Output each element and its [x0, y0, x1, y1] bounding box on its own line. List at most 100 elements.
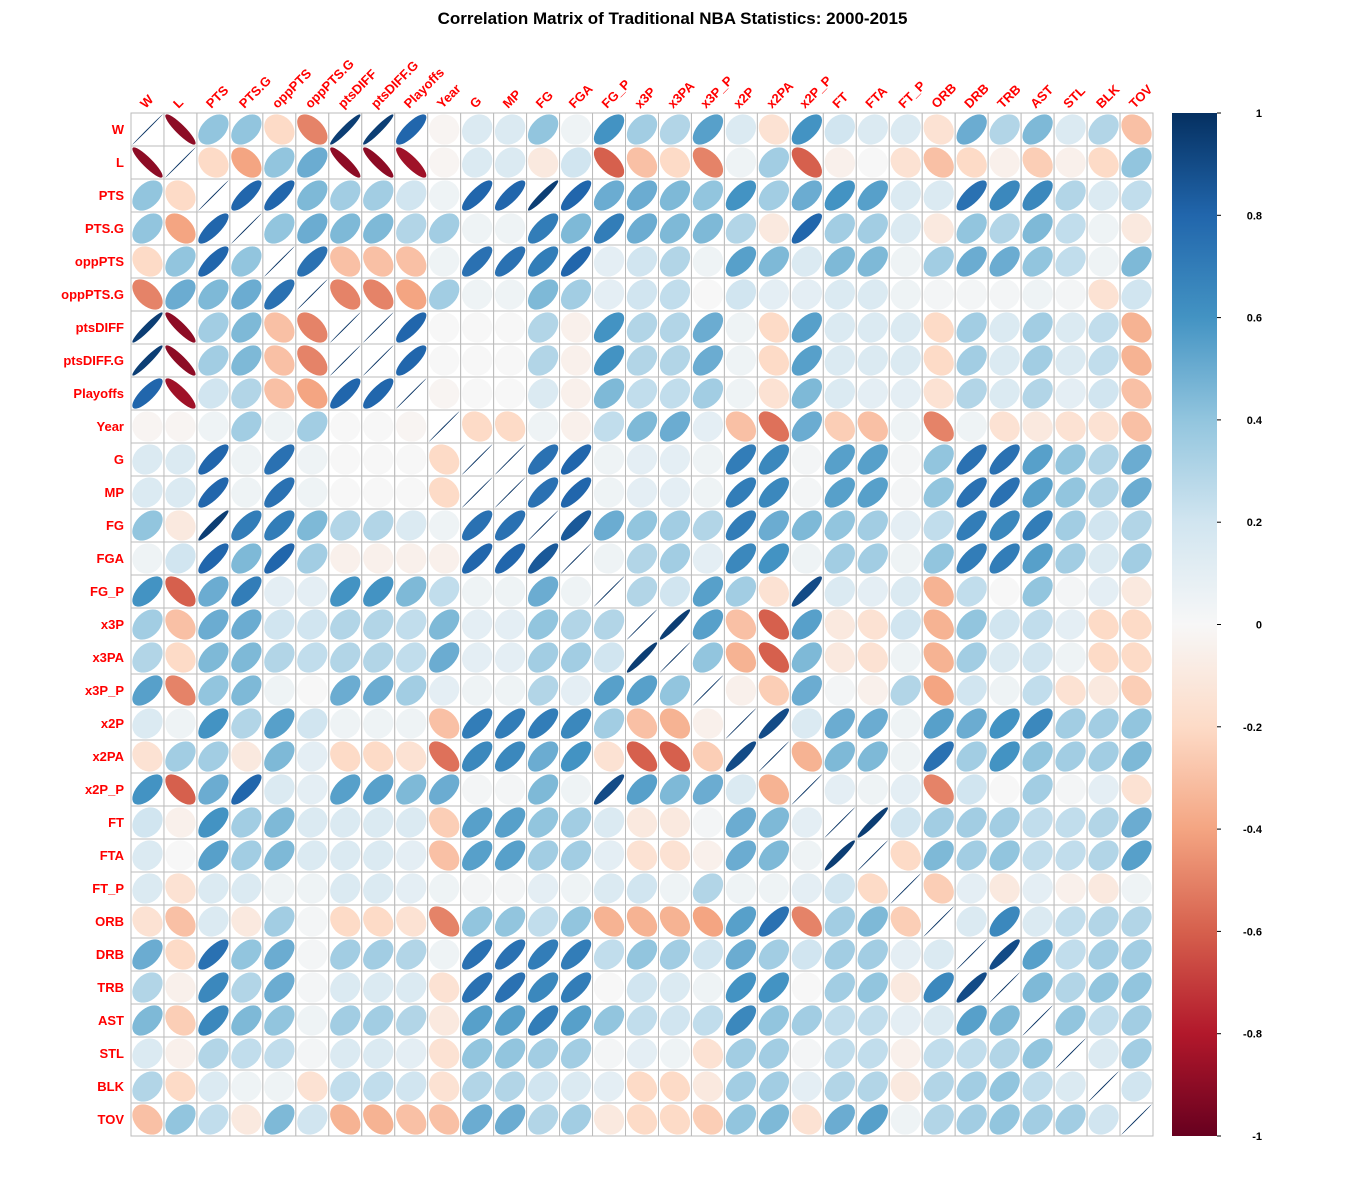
ellipse-FTA-W: [132, 840, 163, 871]
cell-x2P-oppPTS.G: [295, 706, 330, 741]
cell-BLK-FT_P: [888, 1069, 923, 1104]
ellipse-TRB-x3P: [626, 972, 658, 1003]
ellipse-PTS.G-L: [165, 213, 196, 244]
ellipse-ptsDIFF-PTS: [198, 312, 229, 343]
ellipse-x2P-x2PA: [758, 708, 790, 739]
ellipse-x2P-x3P_P: [692, 708, 724, 739]
ellipse-x3PA-PTS.G: [231, 642, 262, 673]
cell-L-oppPTS: [262, 145, 297, 180]
ellipse-x3P-x2P_P: [791, 609, 823, 640]
cell-x2P_P-W: [130, 772, 165, 807]
ellipse-STL-MP: [494, 1038, 526, 1069]
ellipse-STL-ORB: [923, 1038, 954, 1069]
ellipse-FGA-FGA: [560, 543, 592, 574]
cell-TOV-oppPTS: [262, 1102, 297, 1137]
cell-FT-MP: [493, 805, 528, 840]
ellipse-W-x2P_P: [791, 114, 823, 145]
cell-x3P_P-G: [460, 673, 495, 708]
ellipse-Playoffs-ORB: [923, 378, 954, 409]
cell-TRB-MP: [493, 970, 528, 1005]
ellipse-FT_P-PTS.G: [231, 873, 262, 904]
ellipse-FG_P-x2PA: [758, 576, 790, 607]
cell-PTS.G-FTA: [855, 211, 890, 246]
ellipse-BLK-FGA: [560, 1071, 592, 1102]
cell-ORB-ORB: [921, 904, 956, 939]
ellipse-ptsDIFF.G-x3PA: [659, 345, 691, 376]
ellipse-ORB-ptsDIFF.G: [363, 906, 394, 937]
cell-x2P_P-BLK: [1086, 772, 1121, 807]
ellipse-FTA-oppPTS: [264, 840, 295, 871]
cell-oppPTS-x2PA: [756, 244, 791, 279]
cell-oppPTS.G-Year: [427, 277, 462, 312]
ellipse-Year-FG: [527, 411, 559, 442]
cell-FG-FT: [822, 508, 857, 543]
ellipse-x2P-FT: [824, 708, 855, 739]
ellipse-G-x3P_P: [692, 444, 724, 475]
cell-x2P-L: [163, 706, 198, 741]
cell-PTS.G-MP: [493, 211, 528, 246]
cell-oppPTS.G-AST: [1020, 277, 1055, 312]
ellipse-W-FT_P: [890, 114, 921, 145]
ellipse-x2P_P-x2PA: [758, 774, 790, 805]
cell-L-ptsDIFF.G: [361, 145, 396, 180]
ellipse-BLK-AST: [1022, 1071, 1053, 1102]
cell-Year-oppPTS: [262, 409, 297, 444]
ellipse-STL-W: [132, 1038, 163, 1069]
col-label-x3P_P: x3P_P: [697, 73, 735, 111]
ellipse-PTS-STL: [1055, 180, 1086, 211]
cell-TRB-FG: [526, 970, 561, 1005]
cell-TOV-PTS.G: [229, 1102, 264, 1137]
cell-DRB-x3PA: [657, 937, 692, 972]
cell-W-x3P: [625, 112, 659, 147]
ellipse-Year-FG_P: [593, 411, 625, 442]
cell-x2P_P-PTS.G: [229, 772, 264, 807]
cell-oppPTS-STL: [1053, 244, 1088, 279]
cell-G-FG: [526, 442, 561, 477]
ellipse-MP-x3P: [626, 477, 658, 508]
cell-Playoffs-x3PA: [657, 376, 692, 411]
ellipse-MP-oppPTS.G: [297, 477, 328, 508]
ellipse-STL-G: [461, 1038, 493, 1069]
cell-ptsDIFF-MP: [493, 310, 528, 345]
ellipse-x2P_P-FT_P: [890, 774, 921, 805]
ellipse-FGA-TRB: [989, 543, 1020, 574]
cell-DRB-MP: [493, 937, 528, 972]
ellipse-DRB-x2P: [725, 939, 757, 970]
ellipse-x2P_P-STL: [1055, 774, 1086, 805]
ellipse-FTA-ptsDIFF: [330, 840, 361, 871]
cell-FT-AST: [1020, 805, 1055, 840]
ellipse-TRB-FGA: [560, 972, 592, 1003]
ellipse-ptsDIFF-FG: [527, 312, 559, 343]
cell-FTA-W: [130, 838, 165, 873]
cell-TRB-oppPTS: [262, 970, 297, 1005]
cell-Year-PTS: [196, 409, 231, 444]
ellipse-AST-x3PA: [659, 1005, 691, 1036]
row-label-FG_P: FG_P: [90, 584, 124, 599]
ellipse-BLK-x2P_P: [791, 1071, 823, 1102]
ellipse-ptsDIFF.G-x3P: [626, 345, 658, 376]
ellipse-FTA-AST: [1022, 840, 1053, 871]
ellipse-BLK-x2P: [725, 1071, 757, 1102]
cell-TRB-DRB: [954, 970, 989, 1005]
row-label-x2PA: x2PA: [92, 749, 124, 764]
cell-FGA-x3P_P: [690, 541, 725, 576]
cell-x2P_P-G: [460, 772, 495, 807]
cell-x3P-x3PA: [657, 607, 692, 642]
cell-oppPTS-Year: [427, 244, 462, 279]
cell-W-FT_P: [888, 112, 923, 147]
cell-W-x3P_P: [690, 112, 725, 147]
cell-DRB-FG: [526, 937, 561, 972]
ellipse-BLK-TOV: [1121, 1071, 1152, 1102]
col-label-ORB: ORB: [928, 80, 959, 111]
cell-ptsDIFF.G-PTS: [196, 343, 231, 378]
cell-x3PA-oppPTS.G: [295, 640, 330, 675]
ellipse-oppPTS-FG: [527, 246, 559, 277]
ellipse-FT-FG_P: [593, 807, 625, 838]
ellipse-PTS-BLK: [1088, 180, 1119, 211]
cell-ptsDIFF.G-G: [460, 343, 495, 378]
cell-x3P_P-FG_P: [592, 673, 627, 708]
cell-oppPTS.G-x2P: [723, 277, 758, 312]
cell-TOV-FG: [526, 1102, 561, 1137]
ellipse-G-ORB: [923, 444, 954, 475]
